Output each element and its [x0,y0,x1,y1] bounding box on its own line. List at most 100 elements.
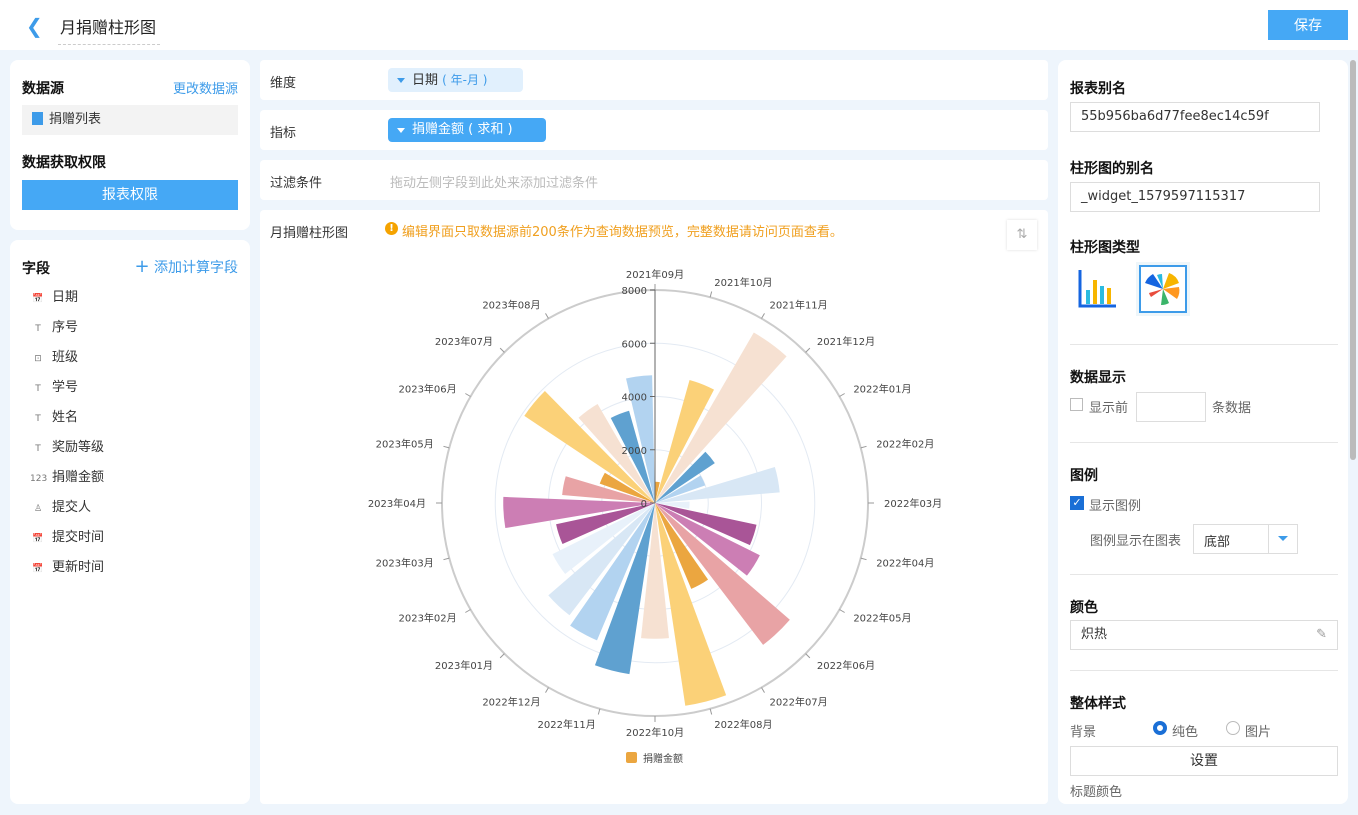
category-label: 2021年11月 [770,299,828,312]
metric-pill[interactable]: 捐赠金额 ( 求和 ) [388,118,546,142]
bar [655,332,787,503]
show-first-checkbox[interactable] [1070,398,1083,411]
field-item[interactable]: 📅 日期 [30,286,78,306]
category-label: 2022年11月 [538,718,596,731]
bar [594,503,655,675]
chart-alias-input[interactable]: _widget_1579597115317 [1070,182,1320,212]
tick [860,557,867,561]
polar-bar-chart: 2021年09月 2021年10月 2021年11月 2021年12月 2022年01月… [368,268,942,765]
tick [761,313,765,319]
tick [499,653,505,659]
text-icon: T [35,324,41,334]
tick [443,445,450,449]
report-permission-button[interactable]: 报表权限 [22,180,238,210]
tick [839,393,845,397]
tick [860,445,867,449]
setup-button[interactable]: 设置 [1070,746,1338,776]
bar [655,467,780,503]
field-item[interactable]: 123 捐赠金额 [30,466,104,486]
category-label: 2022年07月 [770,695,828,708]
color-scheme-input[interactable]: 炽热 ✎ [1070,620,1338,650]
radio-image[interactable] [1226,721,1240,735]
settings-panel: 报表别名 55b956ba6d77fee8ec14c59f 柱形图的别名 _wi… [1058,60,1348,804]
field-item[interactable]: T 学号 [30,376,78,396]
divider [1070,574,1338,575]
date-icon: 📅 [32,294,44,304]
field-item[interactable]: T 序号 [30,316,78,336]
bar [655,503,709,589]
add-calculated-field-link[interactable]: + 添加计算字段 [134,256,238,277]
bar [548,503,655,616]
page-title[interactable]: 月捐赠柱形图 [58,14,161,45]
dimension-pill[interactable]: 日期 ( 年-月 ) [388,68,523,92]
tick [761,687,765,693]
save-button[interactable]: 保存 [1268,10,1348,40]
category-label: 2023年04月 [368,497,426,510]
chevron-left-icon[interactable]: ❮ [26,14,43,38]
dimension-row: 维度 日期 ( 年-月 ) [260,60,1048,100]
user-icon: ♙ [33,504,43,514]
filter-placeholder: 拖动左侧字段到此处来添加过滤条件 [390,176,599,191]
bar-chart-type-icon[interactable] [1078,268,1118,308]
polar-chart-type-icon[interactable] [1136,262,1190,316]
tick [597,708,601,715]
category-label: 2021年12月 [817,335,875,348]
category-label: 2022年10月 [626,726,684,739]
datasource-label: 数据源 [22,81,64,97]
bar [570,503,655,641]
category-label: 2022年04月 [876,556,934,569]
radial-tick-label: 2000 [622,446,647,457]
field-item[interactable]: ⊡ 班级 [30,346,78,366]
row-count-input[interactable] [1136,392,1206,422]
legend-position-label: 图例显示在图表 [1090,534,1182,549]
field-name: 班级 [52,350,79,365]
metric-row: 指标 捐赠金额 ( 求和 ) [260,110,1048,150]
category-label: 2023年01月 [435,659,493,672]
legend-position-select[interactable]: 底部 [1193,524,1298,554]
field-item[interactable]: 📅 更新时间 [30,556,104,576]
tick [709,291,713,298]
select-icon: ⊡ [34,354,42,364]
radio-image-label: 图片 [1245,725,1272,740]
tick [443,557,450,561]
change-datasource-link[interactable]: 更改数据源 [172,82,238,97]
category-label: 2022年05月 [853,612,911,625]
category-label: 2022年01月 [853,383,911,396]
sort-toggle-icon[interactable]: ⇅ [1007,220,1037,250]
file-icon [32,112,43,125]
tick [805,653,811,659]
field-name: 姓名 [52,410,79,425]
category-label: 2023年07月 [435,335,493,348]
report-alias-input[interactable]: 55b956ba6d77fee8ec14c59f [1070,102,1320,132]
field-item[interactable]: ♙ 提交人 [30,496,91,516]
field-item[interactable]: T 奖励等级 [30,436,104,456]
dropdown-arrow-icon [1268,525,1297,553]
category-label: 2022年02月 [876,438,934,451]
filter-row[interactable]: 过滤条件 拖动左侧字段到此处来添加过滤条件 [260,160,1048,200]
filter-label: 过滤条件 [270,176,323,191]
scrollbar[interactable] [1350,60,1356,460]
legend-swatch [626,752,637,763]
tick [465,393,471,397]
metric-label: 指标 [270,126,297,141]
date-icon: 📅 [32,534,44,544]
chart-panel: 月捐赠柱形图 ! 编辑界面只取数据源前200条作为查询数据预览，完整数据请访问页… [260,210,1048,804]
radio-solid[interactable] [1153,721,1167,735]
radial-tick-label: 4000 [622,393,647,404]
bar [524,390,655,503]
bar [655,503,757,546]
chart-title: 月捐赠柱形图 [270,226,349,241]
radial-tick-label: 8000 [622,286,647,297]
divider [1070,442,1338,443]
fields-label: 字段 [22,261,50,277]
background-label: 背景 [1070,725,1097,740]
bar [503,496,655,529]
field-name: 更新时间 [52,560,105,575]
field-item[interactable]: 📅 提交时间 [30,526,104,546]
datasource-table: 捐赠列表 [22,105,238,135]
field-item[interactable]: T 姓名 [30,406,78,426]
bar [655,503,790,645]
fields-panel: 字段 + 添加计算字段 📅 日期 T 序号 ⊡ 班级 T 学号 T 姓名 T 奖励等级 123 捐赠金额 ♙… [10,240,250,804]
bar [655,481,660,503]
show-legend-checkbox[interactable]: ✓ [1070,496,1084,510]
